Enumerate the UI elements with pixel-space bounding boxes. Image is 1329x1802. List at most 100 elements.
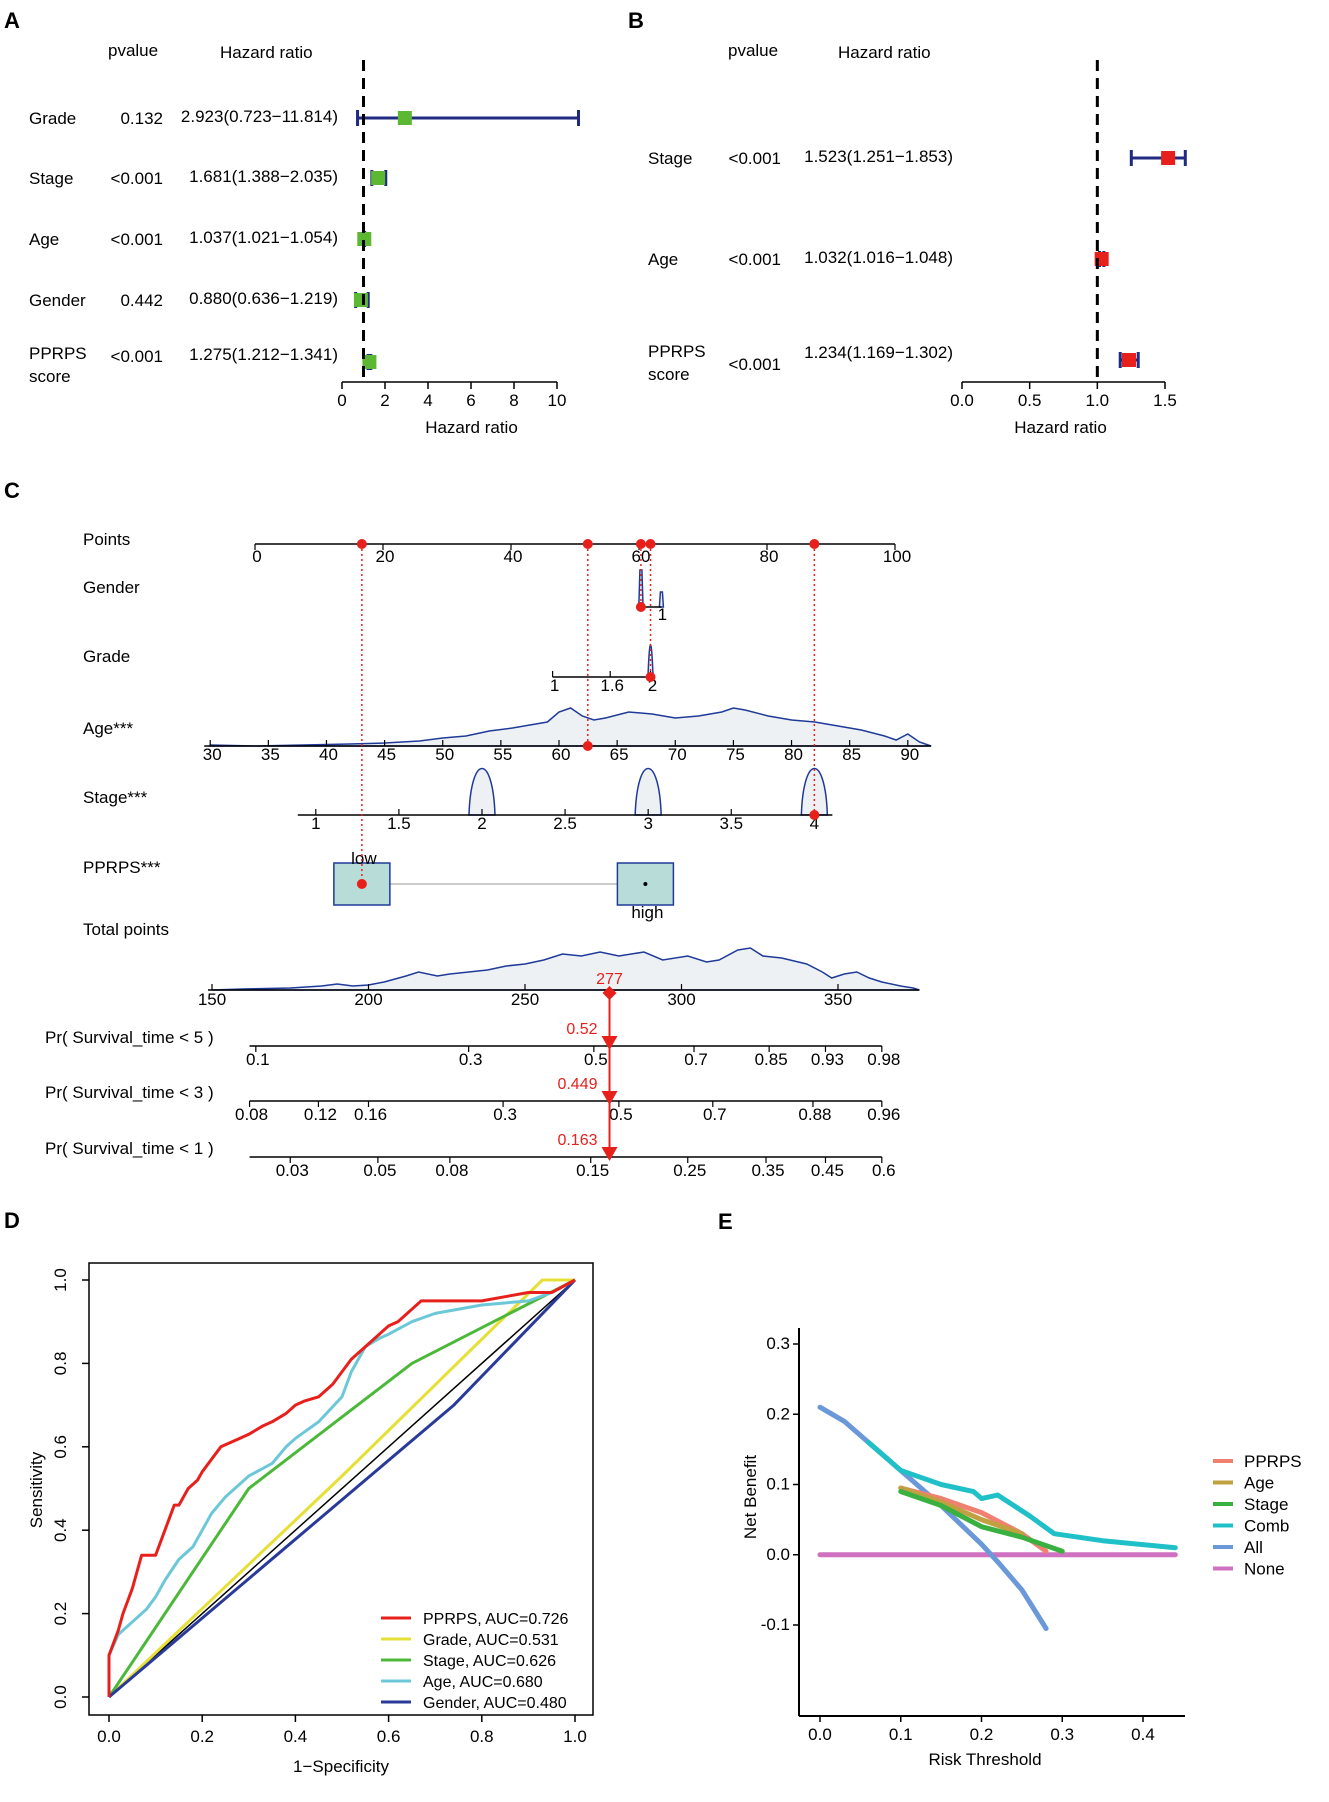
row-label: Age [29,230,59,249]
panel-d-roc-curve: D 0.0 0.0 0.2 0.2 0.4 0.4 0.6 0.6 0.8 0.8 1.0 1.0 1−S… [4,1208,594,1776]
x-tick-label: 0.5 [1018,391,1042,410]
dca-line-dca_all [817,1404,1049,1632]
x-axis-label: 1−Specificity [293,1757,389,1776]
survival-predicted-label: 0.449 [557,1076,597,1093]
row-hr-text: 1.275(1.212−1.341) [189,345,338,364]
row-hr-text: 2.923(0.723−11.814) [181,107,338,126]
row-label-line2: score [29,367,71,386]
dca-line-dca_stage [898,1489,1065,1554]
total-points-marker [602,986,617,1000]
age-tick-label: 75 [726,745,745,764]
age-tick-label: 80 [784,745,803,764]
x-tick-label: 0.4 [284,1727,308,1746]
panel-letter: B [628,8,644,33]
age-tick-label: 45 [377,745,396,764]
variable-marker [809,810,820,820]
survival-predicted-label: 0.52 [566,1021,597,1038]
total-points-tick-label: 150 [198,990,226,1009]
row-pvalue: 0.132 [120,109,163,128]
y-axis-label: Sensitivity [27,1451,46,1528]
hr-box [397,111,412,125]
survival-label: Pr( Survival_time < 3 ) [45,1083,214,1102]
legend-label-dca_stage: Stage [1244,1495,1288,1514]
age-tick-label: 55 [493,745,512,764]
grade-tick-label: 2 [648,676,657,695]
plot-frame [88,1262,594,1716]
pvalue-header: pvalue [728,41,778,60]
y-tick-label: 0.4 [51,1518,70,1542]
roc-line-grade [107,1278,575,1699]
variable-marker [356,879,367,889]
survival-tick-label: 0.08 [435,1161,468,1180]
survival-tick-label: 0.45 [811,1161,844,1180]
x-tick-label: 0.0 [808,1725,832,1744]
age-tick-label: 90 [900,745,919,764]
points-marker [645,539,656,549]
x-axis-label: Hazard ratio [1014,418,1107,437]
variable-marker [645,672,656,682]
survival-tick-label: 0.93 [811,1050,844,1069]
x-tick-label: 1.5 [1153,391,1177,410]
total-points-tick-label: 300 [667,990,695,1009]
hr-box [1161,151,1176,165]
row-hr-text: 0.880(0.636−1.219) [189,289,338,308]
row-pvalue: <0.001 [111,347,163,366]
x-tick-label: 4 [423,391,432,410]
x-tick-label: 0.2 [970,1725,994,1744]
y-tick-label: 0.6 [51,1435,70,1459]
stage-tick-label: 3.5 [719,814,743,833]
panel-c-nomogram: C Points 0 20 40 60 80 100 Gender 1 Grade 1 1.6 2 Age*… [4,478,932,1180]
age-tick-label: 70 [668,745,687,764]
survival-tick-label: 0.3 [459,1050,483,1069]
row-label: Stage [29,169,73,188]
survival-tick-label: 0.98 [867,1050,900,1069]
row-pvalue: <0.001 [729,355,781,374]
survival-tick-label: 0.16 [354,1105,387,1124]
stage-distribution [468,768,496,816]
x-tick-label: 0.6 [377,1727,401,1746]
row-pvalue: 0.442 [120,291,163,310]
row-hr-text: 1.032(1.016−1.048) [804,248,953,267]
survival-label: Pr( Survival_time < 1 ) [45,1139,214,1158]
survival-tick-label: 0.6 [872,1161,896,1180]
points-marker [356,539,367,549]
x-tick-label: 0.1 [889,1725,913,1744]
survival-tick-label: 0.5 [609,1105,633,1124]
survival-tick-label: 0.35 [751,1161,784,1180]
panel-e-decision-curve: E 0.0 0.1 0.2 0.3 0.4 -0.1 0.0 0.1 0.2 0.3 Risk Thr… [718,1209,1302,1769]
stage-distribution [800,768,829,816]
survival-tick-label: 0.88 [798,1105,831,1124]
hr-header: Hazard ratio [838,43,931,62]
y-tick-label: 0.1 [766,1475,790,1494]
row-hr-text: 1.523(1.251−1.853) [804,147,953,166]
row-pvalue: <0.001 [729,250,781,269]
x-tick-label: 1.0 [1086,391,1110,410]
age-tick-label: 65 [610,745,629,764]
legend-label-stage: Stage, AUC=0.626 [423,1653,556,1670]
survival-tick-label: 0.7 [703,1105,727,1124]
row-label: PPRPS [648,342,706,361]
pprps-category-label: high [631,903,663,922]
panel-letter: C [4,478,20,503]
stage-tick-label: 3 [643,814,652,833]
stage-tick-label: 2.5 [553,814,577,833]
survival-tick-label: 0.03 [276,1161,309,1180]
stage-tick-label: 1.5 [387,814,411,833]
row-label: Gender [29,291,86,310]
legend-label-dca_none: None [1244,1560,1285,1579]
stage-label: Stage*** [83,788,148,807]
y-tick-label: 0.3 [766,1334,790,1353]
panel-letter: E [718,1209,733,1234]
grade-label: Grade [83,647,130,666]
total-points-selected-label: 277 [596,971,623,988]
row-pvalue: <0.001 [111,169,163,188]
points-marker [635,539,646,549]
survival-tick-label: 0.05 [363,1161,396,1180]
variable-marker [582,741,593,751]
y-axis-label: Net Benefit [741,1455,760,1539]
total-points-tick-label: 200 [354,990,382,1009]
legend-label-dca_pprps: PPRPS [1244,1452,1302,1471]
